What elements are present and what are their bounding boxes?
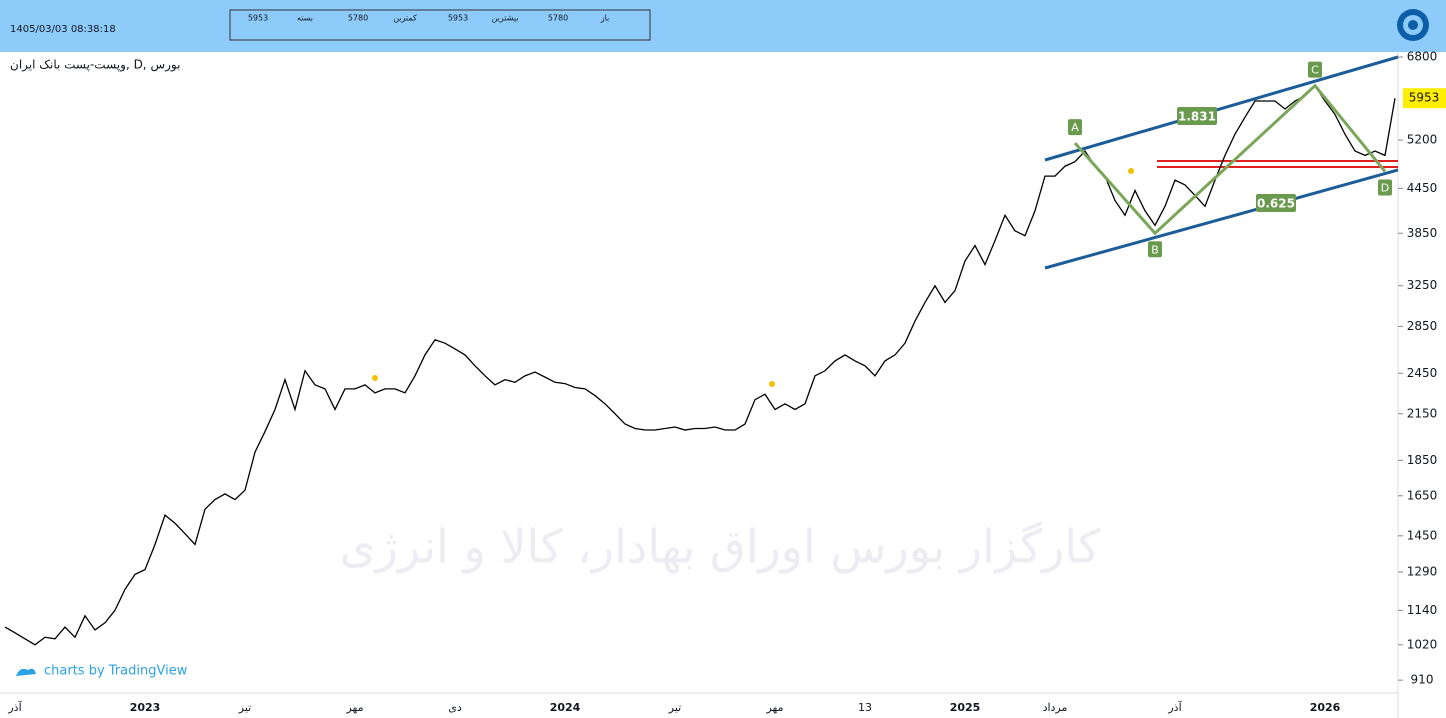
pattern-line (1073, 83, 1387, 236)
y-tick-label: 2450 (1407, 366, 1438, 380)
quote-value: 5780 (348, 14, 368, 23)
y-tick-label: 6800 (1407, 50, 1438, 64)
ratio-label: 1.831 (1178, 110, 1216, 124)
x-tick-label: تیر (668, 701, 681, 714)
y-tick-label: 1850 (1407, 453, 1438, 467)
y-tick-label: 3850 (1407, 226, 1438, 240)
y-tick-label: 1020 (1407, 637, 1438, 651)
y-tick-label: 1140 (1407, 603, 1438, 617)
logo (1397, 9, 1429, 41)
header-bar (0, 0, 1446, 52)
quote-label: بسته (297, 14, 313, 23)
x-tick-label: 2024 (550, 701, 581, 714)
quote-value: 5953 (448, 14, 468, 23)
pattern-label: B (1151, 243, 1159, 256)
credit-text: charts by TradingView (44, 664, 188, 679)
x-tick-label: 2025 (950, 701, 981, 714)
x-tick-label: مرداد (1043, 701, 1068, 714)
y-tick-label: 2850 (1407, 319, 1438, 333)
y-tick-label: 5200 (1407, 133, 1438, 147)
x-tick-label: آذر (7, 700, 22, 714)
x-tick-label: مهر (765, 701, 783, 714)
quote-value: 5953 (248, 14, 268, 23)
datetime: 1405/03/03 08:38:18 (10, 24, 116, 35)
pattern-label: A (1071, 121, 1079, 134)
pattern-label: D (1381, 181, 1389, 194)
last-price-label: 5953 (1409, 91, 1440, 105)
quote-label: کمترین (393, 14, 417, 23)
pattern-point (1148, 241, 1162, 258)
last-price-box (1403, 88, 1446, 109)
price-line (4, 84, 1396, 646)
fib-lines (1157, 160, 1398, 168)
watermark: کارگزار بورس اوراق بهادار، کالا و انرژی (340, 520, 1101, 575)
ratio-label: 0.625 (1257, 197, 1295, 211)
x-tick-label: 13 (858, 701, 872, 714)
y-tick-label: 2150 (1407, 406, 1438, 420)
quote-box (229, 9, 651, 41)
x-tick-label: آذر (1167, 700, 1182, 714)
x-tick-label: مهر (345, 701, 363, 714)
x-tick-label: دی (448, 701, 462, 714)
y-tick-label: 1290 (1407, 565, 1438, 579)
quote-label: باز (600, 14, 610, 23)
quote-label: بیشترین (492, 14, 519, 23)
x-tick-label: 2026 (1310, 701, 1341, 714)
pattern-point (1068, 119, 1082, 136)
quote-value: 5780 (548, 14, 568, 23)
pattern-label: C (1311, 64, 1319, 77)
credit: charts by TradingView (16, 664, 188, 679)
ratio-labels: 1.831 0.625 (1177, 107, 1296, 212)
x-tick-label: 2023 (130, 701, 161, 714)
pattern-point (1308, 61, 1322, 78)
y-tick-label: 4450 (1407, 181, 1438, 195)
y-tick-label: 1650 (1407, 488, 1438, 502)
channel (1044, 55, 1399, 270)
pattern-point (1378, 179, 1392, 196)
quote: 5953 بسته 5780 کمترین 5953 بیشترین 5780 باز (248, 14, 609, 23)
x-tick-label: تیر (238, 701, 251, 714)
y-tick-label: 910 (1411, 673, 1434, 687)
chart-title: وپست-پست بانک ایران, D, بورس (10, 58, 180, 73)
y-tick-label: 1450 (1407, 528, 1438, 542)
y-tick-label: 3250 (1407, 278, 1438, 292)
markers (372, 168, 1134, 387)
